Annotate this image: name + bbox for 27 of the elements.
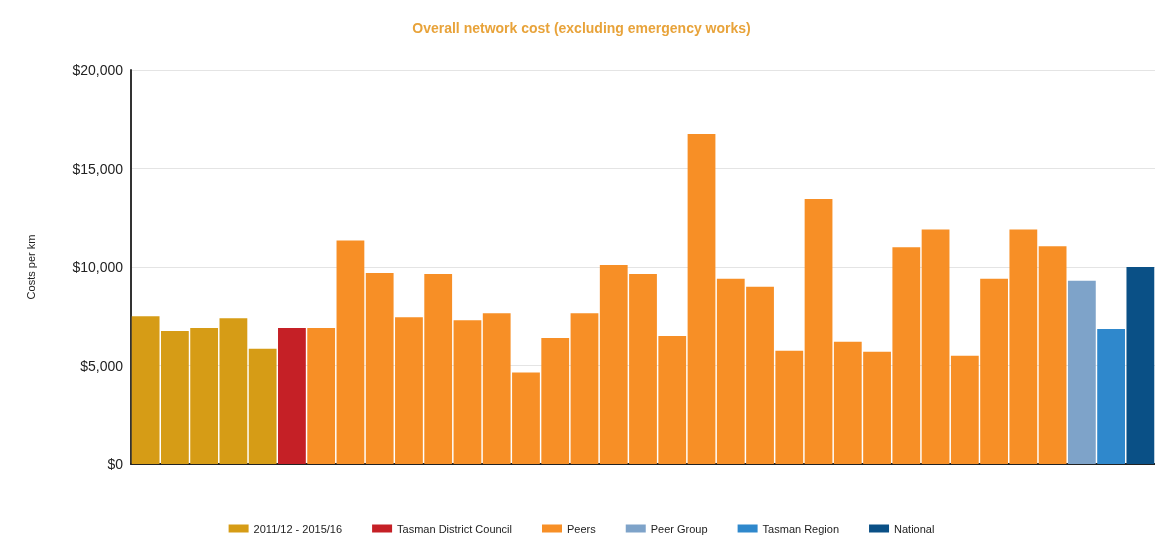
bar bbox=[1038, 246, 1067, 464]
bar bbox=[1097, 329, 1126, 464]
bar bbox=[687, 134, 716, 464]
legend-label: 2011/12 - 2015/16 bbox=[253, 522, 343, 535]
y-tick-label: $20,000 bbox=[72, 62, 124, 78]
legend-label: Peers bbox=[567, 522, 597, 535]
bar bbox=[248, 348, 277, 464]
legend-label: National bbox=[894, 522, 935, 535]
y-tick-label: $0 bbox=[107, 456, 124, 472]
legend-label: Tasman Region bbox=[762, 522, 840, 535]
y-tick-label: $5,000 bbox=[80, 357, 124, 374]
y-axis-title: Costs per km bbox=[24, 234, 37, 300]
bar bbox=[307, 328, 336, 464]
legend-label: Tasman District Council bbox=[397, 522, 513, 535]
legend-label: Peer Group bbox=[650, 522, 708, 535]
bar bbox=[278, 328, 306, 464]
bar bbox=[804, 199, 833, 464]
bar bbox=[1067, 280, 1096, 464]
bar bbox=[1126, 267, 1155, 464]
bar bbox=[336, 240, 365, 464]
bar bbox=[570, 313, 599, 464]
y-tick-label: $15,000 bbox=[72, 160, 124, 177]
chart-title: Overall network cost (excluding emergency works) bbox=[412, 20, 751, 36]
bar bbox=[219, 318, 248, 464]
bar bbox=[453, 320, 482, 464]
y-tick-label: $10,000 bbox=[72, 259, 124, 275]
bar bbox=[921, 229, 950, 464]
